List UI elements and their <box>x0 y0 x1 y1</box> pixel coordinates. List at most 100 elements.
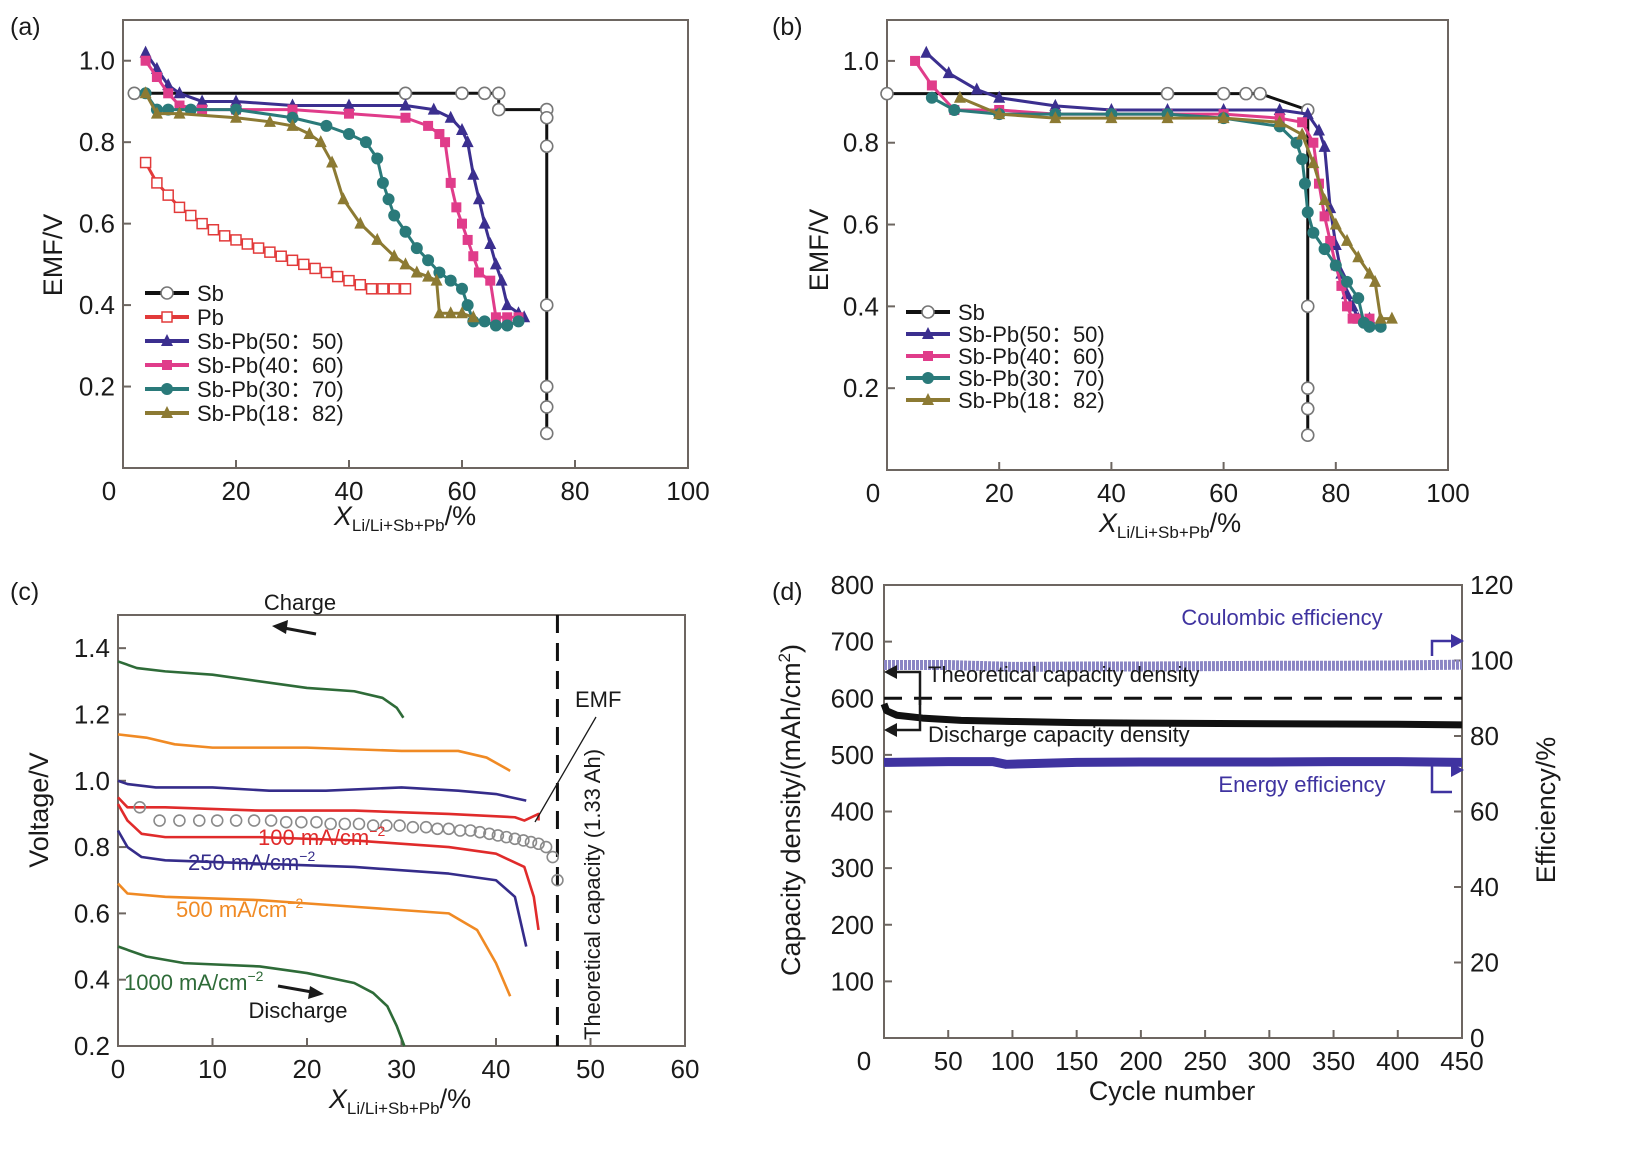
y-tick-label: 0.4 <box>843 291 879 321</box>
data-point <box>388 283 400 295</box>
data-point <box>1300 401 1315 416</box>
data-point <box>433 306 446 319</box>
data-point <box>1161 111 1174 124</box>
series-line <box>887 92 1310 436</box>
data-point <box>484 237 497 249</box>
legend-item: Sb-Pb(18：82) <box>145 401 344 426</box>
data-point <box>320 119 333 132</box>
data-point <box>539 400 554 414</box>
data-point <box>1363 266 1376 279</box>
data-point <box>229 814 243 827</box>
data-point <box>309 262 321 275</box>
data-point <box>457 218 467 229</box>
series-sb-pb-18-82- <box>953 90 1398 324</box>
data-point <box>508 832 522 846</box>
legend-item: Sb-Pb(50：50) <box>145 329 344 354</box>
data-point <box>1300 428 1315 443</box>
data-point <box>1312 123 1325 136</box>
data-point <box>133 800 147 814</box>
data-point <box>423 120 434 131</box>
legend-marker <box>921 305 935 319</box>
data-point <box>1318 243 1331 256</box>
data-point <box>173 201 186 214</box>
data-point <box>444 110 457 123</box>
data-point <box>1253 86 1267 101</box>
data-point <box>388 249 401 262</box>
y2-tick-label: 100 <box>1470 646 1513 676</box>
data-point <box>431 822 444 836</box>
annotation-discharge: Discharge <box>248 998 347 1023</box>
y2-tick-label: 40 <box>1470 872 1499 902</box>
y-tick-label: 1.0 <box>79 46 115 76</box>
data-point <box>419 820 433 834</box>
y-axis-title: EMF/V <box>38 214 68 297</box>
x-axis-title-suffix: /% <box>1210 508 1242 538</box>
data-point <box>1385 311 1398 324</box>
data-point <box>399 98 412 111</box>
data-point <box>324 817 337 831</box>
plot-frame <box>122 19 689 469</box>
data-point <box>230 94 242 107</box>
data-point <box>948 104 961 116</box>
data-point <box>173 106 186 119</box>
data-point <box>1160 86 1175 101</box>
legend-label: Sb <box>197 281 224 306</box>
data-point <box>174 100 185 111</box>
x-tick-label: 150 <box>1055 1046 1098 1076</box>
data-point <box>139 45 152 58</box>
data-point <box>343 98 355 111</box>
data-point <box>1342 301 1353 312</box>
y-tick-label: 1.2 <box>74 699 110 729</box>
x-tick-label: 50 <box>576 1054 605 1084</box>
series-sb-pb-30-70- <box>139 87 525 332</box>
data-point <box>263 114 276 127</box>
data-point <box>279 815 293 829</box>
data-point <box>139 86 152 99</box>
data-point <box>314 135 327 148</box>
data-point <box>354 278 367 291</box>
data-point <box>264 246 276 258</box>
legend-label: Pb <box>197 305 224 330</box>
y-tick-label: 1.0 <box>74 766 110 796</box>
x-axis-title: XLi/Li+Sb+Pb/% <box>333 501 476 535</box>
data-point <box>230 110 242 123</box>
data-point <box>467 167 480 180</box>
y-axis-title-end: ) <box>776 644 806 653</box>
data-point <box>489 257 502 270</box>
annotation-theoretical-capacity: Theoretical capacity (1.33 Ah) <box>580 749 605 1040</box>
y2-tick-label: 120 <box>1470 570 1513 600</box>
data-point <box>1369 274 1382 287</box>
legend-label: Sb-Pb(40：60) <box>197 353 344 378</box>
data-point <box>880 86 894 101</box>
data-point <box>491 102 506 117</box>
data-point <box>539 298 554 312</box>
data-point <box>399 283 412 295</box>
data-point <box>140 55 151 66</box>
legend-item: Sb-Pb(40：60) <box>145 353 344 378</box>
x-tick-label: 300 <box>1248 1046 1291 1076</box>
data-point <box>1296 153 1309 166</box>
x-tick-label: 80 <box>1321 478 1350 508</box>
data-point <box>512 315 525 328</box>
data-point <box>1298 177 1311 190</box>
data-point <box>453 824 467 837</box>
data-point <box>343 274 355 287</box>
data-point <box>501 298 514 311</box>
x-tick-label: 30 <box>387 1054 416 1084</box>
data-point <box>993 90 1006 103</box>
data-point <box>320 266 333 279</box>
legend-label: Sb-Pb(50：50) <box>197 329 344 354</box>
plot-frame <box>886 19 1449 471</box>
series-line <box>959 96 1392 321</box>
series-sb-pb-50-50- <box>139 45 531 323</box>
data-point <box>456 306 468 319</box>
y-tick-label: 700 <box>831 627 874 657</box>
y-axis-title-main: Capacity density/(mAh/cm <box>776 662 806 976</box>
annotation-1000: 1000 mA/cm−2 <box>124 968 264 995</box>
plot-frame <box>883 584 1463 1039</box>
data-point <box>393 819 406 832</box>
data-point <box>445 177 456 188</box>
data-point <box>490 312 501 323</box>
data-point <box>1049 111 1062 124</box>
legend-label: Sb-Pb(30：70) <box>958 366 1105 391</box>
